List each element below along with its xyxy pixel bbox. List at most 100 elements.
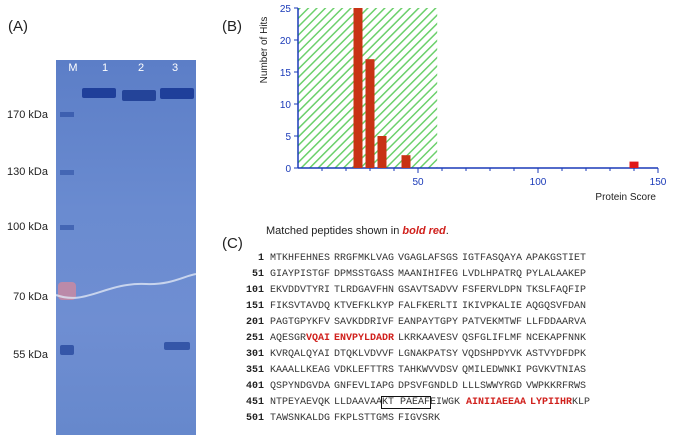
boxed-peptide: KT PAEAF: [380, 396, 432, 409]
sequence-block: MTKHFEHNES: [270, 253, 331, 264]
sequence-block: FIKSVTAVDQ: [270, 301, 331, 312]
sequence-block: DTQKLVDVVF: [334, 349, 395, 360]
protein-band-lane3: [160, 88, 194, 99]
sequence-block: KVRQALQYAI: [270, 349, 331, 360]
sequence-block: IKIVPKALIE: [462, 301, 523, 312]
sequence-block: NCEKAPFNNK: [526, 333, 587, 344]
protein-band-lane3-low: [164, 342, 190, 350]
sequence-chunk: AQESGR: [270, 333, 307, 344]
marker-label: 170 kDa: [7, 109, 48, 121]
sequence-block: KT PAEAFEIWGK: [380, 396, 462, 409]
sequence-block: AINIIAEEAA: [466, 397, 530, 408]
sequence-chunk: LLDAAVAA: [334, 397, 383, 408]
sequence-block: LKRKAAVESV: [398, 333, 459, 344]
sequence-block: SAVKDDRIVF: [334, 317, 395, 328]
lane-label: 3: [171, 62, 179, 74]
marker-label: 100 kDa: [7, 221, 48, 233]
sequence-row: 201 PAGTGPYKFV SAVKDDRIVF EANPAYTGPY PATVEKM…: [230, 317, 590, 332]
x-tick-label: 100: [530, 177, 547, 188]
marker-band-pink: [58, 282, 76, 300]
residue-number: 401: [245, 381, 264, 392]
matched-peptide: ENVPYLDADR: [334, 333, 395, 344]
residue-number: 101: [245, 285, 264, 296]
sequence-row: 501 TAWSNKALDG FKPLSTTGMS FIGVSRK: [230, 413, 462, 428]
sequence-row: 1 MTKHFEHNES RRGFMKLVAG VGAGLAFSGS IGTFASQAY…: [230, 253, 590, 268]
gel-crack-line: [56, 273, 196, 299]
sequence-block: PYLALAAKEP: [526, 269, 587, 280]
lane-label: 2: [137, 62, 145, 74]
sequence-block: PAGTGPYKFV: [270, 317, 331, 328]
score-histogram: 0 5 10 15 20 25 50 100 150 Number of Hits Protein …: [259, 4, 667, 203]
sequence-block: PATVEKMTWF: [462, 317, 523, 328]
matched-peptide: VQAI: [306, 333, 331, 344]
sequence-block: LYPIIHRKLP: [530, 397, 594, 408]
sequence-block: GIAYPISTGF: [270, 269, 331, 280]
residue-number: 1: [257, 253, 264, 264]
protein-band-lane2: [122, 90, 156, 101]
sequence-block: VWPKKRFRWS: [526, 381, 587, 392]
sequence-row: 351 KAAALLKEAG VDKLEFTTRS TAHKWVVDSV QMILEDW…: [230, 365, 590, 380]
sequence-block: VQDSHPDYVK: [462, 349, 523, 360]
sequence-block: FSFERVLDPN: [462, 285, 523, 296]
sequence-block: TLRDGAVFHN: [334, 285, 395, 296]
lane-label: 1: [101, 62, 109, 74]
residue-number: 51: [251, 269, 264, 280]
sequence-row: 101 EKVDDVTYRI TLRDGAVFHN GSAVTSADVV FSFERVL…: [230, 285, 590, 300]
marker-band: [60, 112, 74, 117]
caption-highlight: bold red: [402, 225, 446, 237]
sequence-row: 151 FIKSVTAVDQ KTVEFKLKYP FALFKERLTI IKIVPKA…: [230, 301, 590, 316]
residue-number: 351: [245, 365, 264, 376]
y-tick-label: 10: [280, 100, 292, 111]
coverage-caption: Matched peptides shown in bold red.: [266, 225, 449, 237]
sequence-block: TAHKWVVDSV: [398, 365, 459, 376]
residue-number: 451: [245, 397, 264, 408]
sequence-block: FALFKERLTI: [398, 301, 459, 312]
sequence-block: APAKGSTIET: [526, 253, 587, 264]
marker-band: [60, 345, 74, 355]
histogram-bar: [353, 8, 363, 168]
sequence-block: ASTVYDFDPK: [526, 349, 587, 360]
marker-label: 70 kDa: [13, 291, 48, 303]
sequence-block: LVDLHPATRQ: [462, 269, 523, 280]
sequence-block: NTPEYAEVQK: [270, 397, 331, 408]
sequence-chunk: EIWGK: [430, 397, 461, 408]
sequence-row: 301 KVRQALQYAI DTQKLVDVVF LGNAKPATSY VQDSHPD…: [230, 349, 590, 364]
protein-band-lane1: [82, 88, 116, 98]
sequence-row: 451 NTPEYAEVQK LLDAAVAAKT PAEAFEIWGK AINIIA…: [230, 396, 594, 412]
sequence-block: LLLSWWYRGD: [462, 381, 523, 392]
matched-peptide: LYPIIHR: [530, 397, 573, 408]
y-tick-label: 5: [285, 132, 291, 143]
y-tick-label: 20: [280, 36, 292, 47]
histogram-bar: [377, 136, 387, 168]
sequence-block: EANPAYTGPY: [398, 317, 459, 328]
lane-label: M: [68, 62, 78, 74]
marker-band: [60, 170, 74, 175]
sequence-block: PGVKVTNIAS: [526, 365, 587, 376]
sequence-row: 51 GIAYPISTGF DPMSSTGASS MAANIHIFEG LVDLHPAT…: [230, 269, 590, 284]
sequence-block: RRGFMKLVAG: [334, 253, 395, 264]
sequence-block: KTVEFKLKYP: [334, 301, 395, 312]
histogram-bar: [401, 155, 411, 168]
panel-a-label: (A): [8, 18, 28, 35]
panel-b-label: (B): [222, 18, 242, 35]
x-tick-label: 150: [650, 177, 667, 188]
sequence-coverage-block: 1 MTKHFEHNES RRGFMKLVAG VGAGLAFSGS IGTFASQAY…: [230, 253, 680, 443]
sequence-block: MAANIHIFEG: [398, 269, 459, 280]
sequence-block: GNFEVLIAPG: [334, 381, 395, 392]
matched-peptide: AINIIAEEAA: [466, 397, 527, 408]
sequence-chunk: KLP: [572, 397, 591, 408]
sequence-block: LGNAKPATSY: [398, 349, 459, 360]
sequence-block: DPMSSTGASS: [334, 269, 395, 280]
histogram-bar: [629, 161, 639, 168]
sequence-block: AQGQSVFDAN: [526, 301, 587, 312]
x-tick-label: 50: [412, 177, 424, 188]
y-tick-label: 15: [280, 68, 292, 79]
y-axis-label: Number of Hits: [259, 17, 270, 84]
sequence-block: KAAALLKEAG: [270, 365, 331, 376]
sequence-block: IGTFASQAYA: [462, 253, 523, 264]
marker-band: [60, 225, 74, 230]
sequence-block: LLDAAVAA: [334, 397, 398, 408]
sequence-block: VDKLEFTTRS: [334, 365, 395, 376]
sequence-block: VGAGLAFSGS: [398, 253, 459, 264]
sequence-block: FKPLSTTGMS: [334, 413, 395, 424]
